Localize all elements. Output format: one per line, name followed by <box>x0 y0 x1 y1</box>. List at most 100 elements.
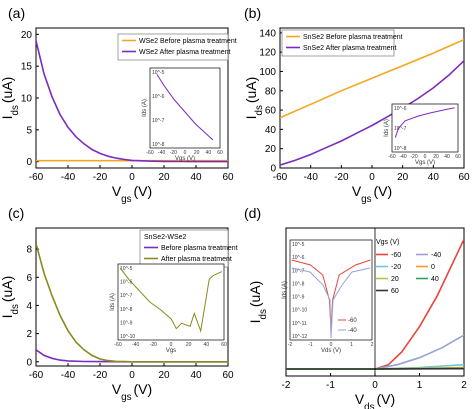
inset-y-tick: 10^-11 <box>292 321 307 327</box>
inset-x-tick: -20 <box>150 342 157 348</box>
inset-frame <box>117 263 225 341</box>
inset-y-tick: 10^-10 <box>120 334 135 340</box>
legend-label: -60 <box>391 252 401 259</box>
inset-x-tick: 0 <box>170 342 173 348</box>
inset-y-tick: 10^-8 <box>292 281 305 287</box>
panel-letter-b: (b) <box>244 5 261 21</box>
series-line-2 <box>36 243 228 363</box>
inset-curve <box>156 74 214 141</box>
inset-y-title: Ids (A) <box>110 293 116 311</box>
y-tick-label: 80 <box>265 86 277 97</box>
y-tick-label: 4 <box>26 301 32 312</box>
legend-label: -40 <box>431 252 441 259</box>
inset-x-tick: -40 <box>158 150 165 156</box>
y-axis-title: Ids(uA) <box>243 77 265 120</box>
x-tick-label: -20 <box>93 172 108 183</box>
legend-box <box>117 33 229 61</box>
x-tick-label: -40 <box>303 172 318 183</box>
inset-y-tick: 10^-6 <box>120 280 133 286</box>
inset-legend-label: -60 <box>348 318 357 324</box>
inset-x-tick: 1 <box>350 342 353 348</box>
legend-label: 60 <box>391 288 399 295</box>
x-tick-label: -20 <box>93 370 108 381</box>
legend-label: -20 <box>391 264 401 271</box>
inset-x-tick: 20 <box>186 342 192 348</box>
x-tick-label: -40 <box>61 370 76 381</box>
y-axis-title: Ids(uA) <box>0 77 21 120</box>
legend-label: Before plasma treatment <box>161 245 238 252</box>
inset-c: -60 -40 -20 0 20 40 60 10^-5 10^-6 10^-7 10^-8 10^-… <box>110 263 227 354</box>
inset-x-tick: -60 <box>388 154 395 160</box>
y-tick-label: 6 <box>26 273 32 284</box>
panel-letter-a: (a) <box>8 5 25 21</box>
inset-y-title: Ids (A) <box>142 99 148 117</box>
inset-x-tick: 40 <box>206 150 212 156</box>
y-tick-label: 60 <box>265 106 277 117</box>
x-tick-label: 0 <box>129 370 135 381</box>
inset-y-tick: 10^-7 <box>120 293 133 299</box>
series-line-2 <box>280 60 464 166</box>
y-tick-label: 20 <box>265 144 277 155</box>
inset-y-tick: 10^-7 <box>394 126 407 132</box>
inset-x-tick: -60 <box>114 342 121 348</box>
x-axis-title: Vgs (V) <box>352 183 392 205</box>
inset-y-title: Ids (A) <box>384 119 390 137</box>
y-tick-label: 140 <box>259 28 276 39</box>
x-tick-label: 40 <box>428 172 440 183</box>
inset-y-tick: 10^-10 <box>292 308 307 314</box>
inset-x-title: Vgs <box>166 348 176 354</box>
x-tick-label: -60 <box>29 172 44 183</box>
inset-curve <box>119 267 223 333</box>
y-tick-label: 15 <box>21 62 33 73</box>
x-tick-label: 60 <box>222 370 234 381</box>
inset-x-tick: -20 <box>170 150 177 156</box>
legend-label: SnSe2 After plasma treatment <box>303 45 396 52</box>
y-tick-label: 40 <box>265 125 277 136</box>
inset-y-tick: 10^-7 <box>152 118 165 124</box>
inset-y-tick: 10^-8 <box>152 142 165 148</box>
inset-a: -60 -40 -20 0 20 40 60 10^-5 10^-6 10^-7 10^-8 Vgs … <box>142 67 223 162</box>
x-tick-label: 0 <box>372 380 378 391</box>
y-tick-label: 0 <box>26 357 32 368</box>
legend-title: SnSe2-WSe2 <box>144 234 187 241</box>
legend-label: 20 <box>391 276 399 283</box>
x-tick-label: -40 <box>61 172 76 183</box>
legend-box <box>281 29 395 57</box>
y-tick-label: 5 <box>26 125 32 136</box>
panel-a: -60 -40 -20 0 20 40 60 0 5 10 15 20 Vgs (V) Ids(uA) WSe… <box>0 27 237 205</box>
series-line-1 <box>280 38 464 119</box>
legend-label: SnSe2 Before plasma treatment <box>303 34 403 41</box>
inset-x-tick: 20 <box>433 154 439 160</box>
x-tick-label: -60 <box>29 370 44 381</box>
inset-curve-2 <box>291 267 371 339</box>
inset-frame <box>391 103 459 153</box>
inset-x-tick: -2 <box>288 342 293 348</box>
x-axis-title: Vds (V) <box>355 391 395 409</box>
series-line-2 <box>36 40 228 163</box>
inset-x-title: Vgs (V) <box>175 156 195 162</box>
y-axis-title: Ids(uA) <box>0 276 21 319</box>
y-axis-title: Ids(uA) <box>247 281 269 324</box>
inset-x-tick: -1 <box>308 342 313 348</box>
x-tick-label: 20 <box>397 172 409 183</box>
x-axis-title: Vgs (V) <box>112 183 152 205</box>
y-tick-label: 10 <box>21 94 33 105</box>
inset-legend-label: -40 <box>348 328 357 334</box>
inset-b: -60 -40 -20 0 20 40 60 10^-6 10^-7 10^-8 Vgs (V) Id… <box>384 103 461 166</box>
panel-b: -60 -40 -20 0 20 40 60 0 20 40 60 80 100 120 140 Vgs (V)… <box>243 27 470 205</box>
inset-y-tick: 10^-6 <box>152 94 165 100</box>
y-tick-label: 0 <box>26 157 32 168</box>
x-tick-label: 40 <box>190 370 202 381</box>
x-tick-label: 60 <box>458 172 470 183</box>
inset-y-tick: 10^-6 <box>292 255 305 261</box>
inset-x-tick: 60 <box>217 150 223 156</box>
inset-y-tick: 10^-8 <box>394 146 407 152</box>
x-tick-label: -60 <box>273 172 288 183</box>
legend-title: Vgs (V) <box>376 239 399 246</box>
x-tick-label: 0 <box>129 172 135 183</box>
inset-x-tick: 20 <box>194 150 200 156</box>
inset-x-tick: -60 <box>146 150 153 156</box>
x-tick-label: 60 <box>222 172 234 183</box>
